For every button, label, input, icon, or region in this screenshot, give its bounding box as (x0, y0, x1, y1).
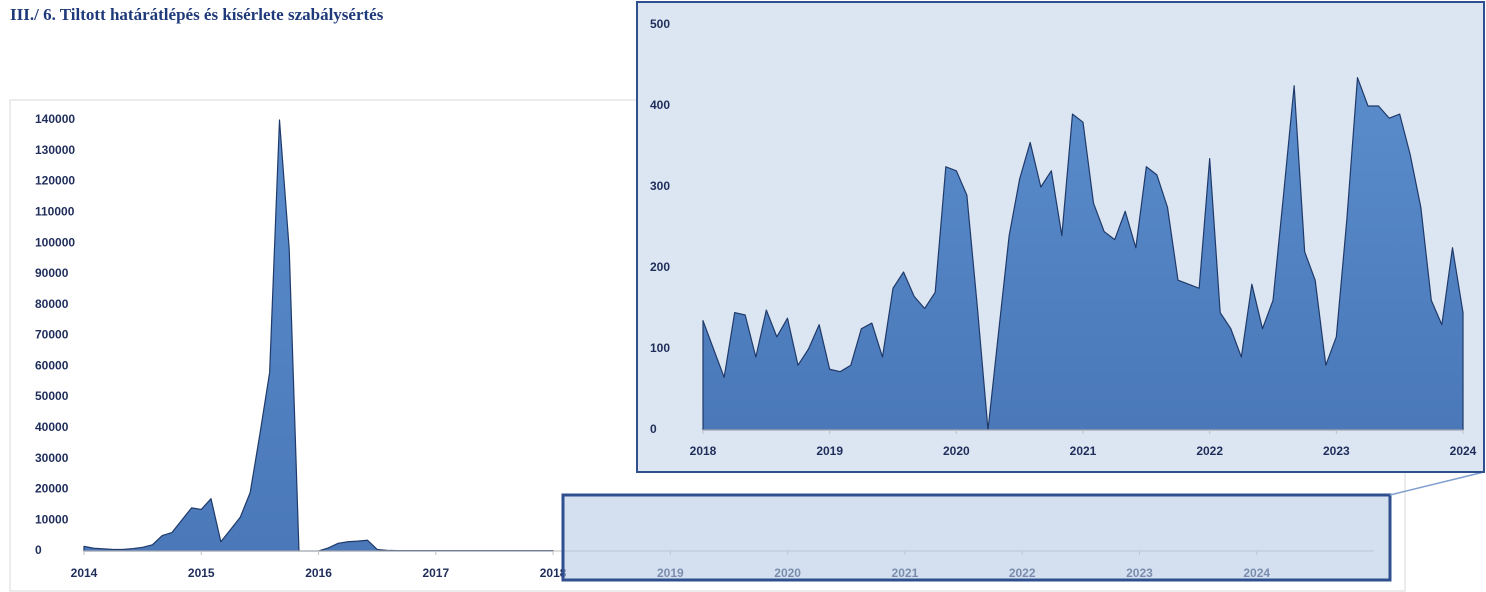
y-tick-label: 50000 (35, 389, 69, 403)
area (702, 77, 1464, 431)
y-tick-label: 0 (35, 543, 42, 557)
x-tick-label: 2019 (816, 444, 843, 458)
x-tick-label: 2018 (540, 566, 567, 580)
main-chart: 0 10000 20000 30000 40000 50000 60000 70000 8000… (35, 112, 1374, 580)
y-tick-label: 80000 (35, 297, 69, 311)
y-tick-label: 110000 (35, 205, 75, 219)
y-tick-label: 130000 (35, 143, 75, 157)
x-tick-label: 2015 (188, 566, 215, 580)
x-tick-label: 2020 (943, 444, 970, 458)
x-tick-label: 2017 (422, 566, 449, 580)
y-tick-label: 30000 (35, 451, 69, 465)
zoom-connector (1389, 471, 1485, 496)
y-tick-label: 20000 (35, 482, 69, 496)
y-tick-label: 300 (650, 179, 670, 193)
y-tick-label: 120000 (35, 174, 75, 188)
x-tick-label: 2021 (1070, 444, 1097, 458)
x-tick-label: 2018 (690, 444, 717, 458)
x-tick-label: 2023 (1323, 444, 1350, 458)
y-tick-label: 10000 (35, 512, 69, 526)
x-tick-label: 2022 (1196, 444, 1223, 458)
y-tick-label: 200 (650, 260, 670, 274)
y-tick-label: 500 (650, 17, 670, 31)
inset-chart: 0 100 200 300 400 500 2018 2019 2020 2021 2022 2023… (650, 17, 1477, 458)
y-tick-label: 0 (650, 422, 657, 436)
y-tick-label: 60000 (35, 358, 69, 372)
zoom-region (561, 493, 1392, 582)
x-tick-label: 2024 (1450, 444, 1477, 458)
y-tick-label: 400 (650, 98, 670, 112)
x-tick-label: 2014 (71, 566, 98, 580)
y-tick-label: 70000 (35, 328, 69, 342)
y-tick-label: 40000 (35, 420, 69, 434)
y-tick-label: 90000 (35, 266, 69, 280)
x-tick-label: 2016 (305, 566, 332, 580)
y-tick-label: 100000 (35, 235, 75, 249)
y-tick-label: 100 (650, 341, 670, 355)
page-title: III./ 6. Tiltott határátlépés és kísérle… (10, 5, 384, 24)
y-tick-label: 140000 (35, 112, 75, 126)
